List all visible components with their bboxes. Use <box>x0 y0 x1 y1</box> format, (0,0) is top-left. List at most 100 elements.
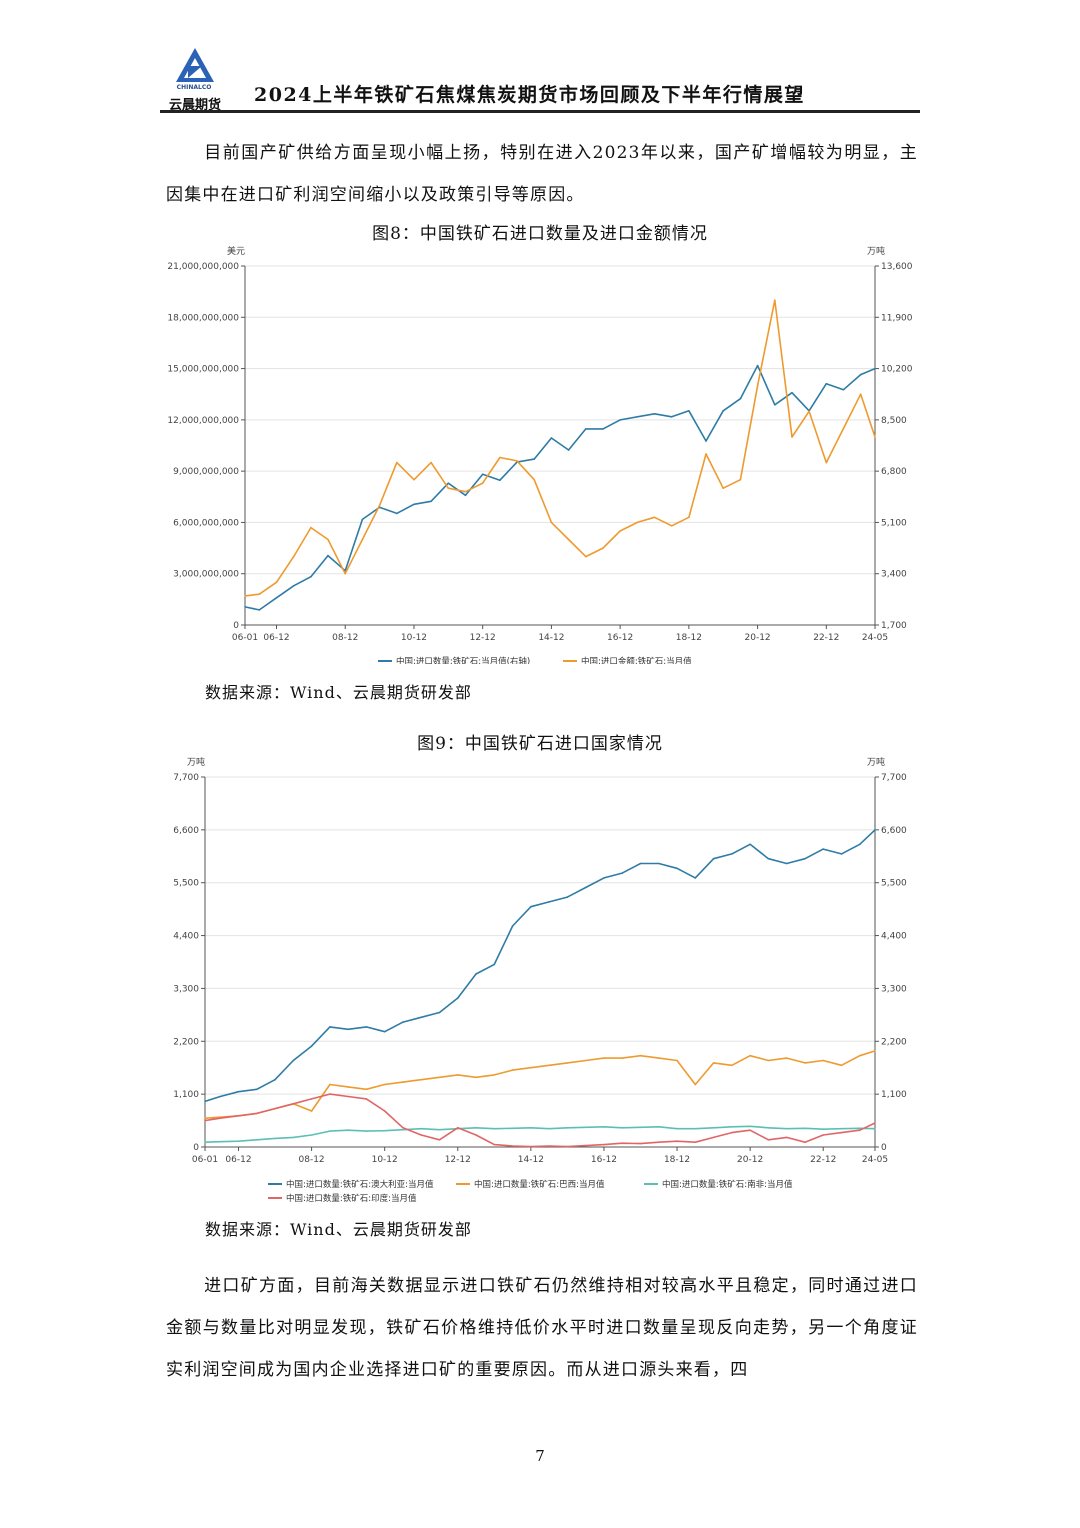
data-point <box>255 1112 258 1115</box>
data-point <box>584 886 587 889</box>
paragraph-2-text: 进口矿方面，目前海关数据显示进口铁矿石仍然维持相对较高水平且稳定，同时通过进口金… <box>166 1276 918 1380</box>
data-point <box>347 1028 349 1031</box>
data-point <box>712 1127 715 1129</box>
data-point <box>420 1127 423 1130</box>
data-point <box>774 299 776 301</box>
x-tick-label: 18-12 <box>664 1155 690 1165</box>
y-left-tick-label: 15,000,000,000 <box>167 365 239 375</box>
y-left-tick-label: 4,400 <box>173 932 199 942</box>
legend-label: 中国:进口数量:铁矿石:当月值(右轴) <box>396 656 530 664</box>
data-point <box>705 440 707 442</box>
data-point <box>383 1083 386 1086</box>
data-point <box>475 1127 477 1129</box>
data-point <box>653 516 656 519</box>
figure-8-source: 数据来源：Wind、云晨期货研发部 <box>205 683 472 702</box>
series-line-4 <box>204 1093 876 1148</box>
y-right-tick-label: 13,600 <box>881 262 913 272</box>
legend-label: 中国:进口数量:铁矿石:印度:当月值 <box>286 1193 417 1204</box>
data-point <box>585 428 587 430</box>
figure-9-source: 数据来源：Wind、云晨期货研发部 <box>205 1220 472 1239</box>
data-point <box>402 1081 404 1083</box>
x-tick-label: 18-12 <box>676 633 702 643</box>
x-tick-label: 06-01 <box>192 1155 218 1165</box>
data-point <box>619 419 621 421</box>
data-point <box>722 487 724 489</box>
data-point <box>804 1141 806 1143</box>
data-point <box>329 1093 331 1095</box>
paragraph-domestic-supply: 目前国产矿供给方面呈现小幅上扬，特别在进入2023年以来，国产矿增幅较为明显，主… <box>166 132 918 216</box>
data-point <box>874 436 876 438</box>
data-point <box>481 473 484 475</box>
document-title: 2024上半年铁矿石焦煤焦炭期货市场回顾及下半年行情展望 <box>254 84 805 106</box>
data-point <box>244 606 246 608</box>
data-point <box>767 857 770 860</box>
data-point <box>204 1117 206 1119</box>
data-point <box>791 391 793 394</box>
data-point <box>584 1144 587 1147</box>
data-point <box>676 1127 678 1130</box>
data-point <box>219 1117 221 1119</box>
data-point <box>420 1134 423 1136</box>
x-tick-label: 06-01 <box>232 633 258 643</box>
data-point <box>204 1141 206 1143</box>
data-point <box>658 862 660 865</box>
data-point <box>658 1141 660 1143</box>
series-line-3 <box>204 1125 876 1143</box>
data-point <box>567 538 570 541</box>
y-right-tick-label: 7,700 <box>881 773 907 783</box>
data-point <box>475 1076 477 1079</box>
data-point <box>603 1143 605 1146</box>
data-point <box>447 482 450 484</box>
x-tick-label: 14-12 <box>538 633 564 643</box>
data-point <box>516 460 518 462</box>
page-header: CHINALCO 云晨期货 2024上半年铁矿石焦煤焦炭期货市场回顾及下半年行情… <box>160 40 920 113</box>
data-point <box>396 512 398 515</box>
y-left-tick-label: 9,000,000,000 <box>173 467 239 477</box>
x-tick-label: 10-12 <box>401 633 427 643</box>
y-right-tick-label: 10,200 <box>881 365 913 375</box>
data-point <box>499 456 501 459</box>
data-point <box>383 1030 386 1033</box>
x-tick-label: 20-12 <box>737 1155 763 1165</box>
data-point <box>464 494 467 497</box>
data-point <box>219 1095 221 1098</box>
data-point <box>530 905 532 908</box>
data-point <box>464 490 467 493</box>
data-point <box>566 1127 569 1129</box>
data-point <box>767 1139 770 1141</box>
data-point <box>694 877 697 879</box>
data-point <box>255 1139 258 1141</box>
data-point <box>530 1066 532 1069</box>
logo-text-cn: 云晨期货 <box>168 98 221 113</box>
data-point <box>688 516 690 519</box>
data-point <box>413 478 415 481</box>
data-point <box>310 1098 313 1100</box>
y-left-unit: 万吨 <box>187 756 205 768</box>
data-point <box>344 572 347 575</box>
data-point <box>310 1045 313 1047</box>
data-point <box>822 1059 824 1062</box>
data-point <box>859 1054 861 1057</box>
data-point <box>731 853 733 855</box>
x-tick-label: 08-12 <box>299 1155 325 1165</box>
y-left-tick-label: 18,000,000,000 <box>167 313 239 323</box>
data-point <box>550 437 553 439</box>
y-right-tick-label: 1,100 <box>881 1090 907 1100</box>
data-point <box>676 1140 678 1142</box>
data-point <box>493 963 496 966</box>
figure-8-caption: 图8：中国铁矿石进口数量及进口金额情况 <box>372 224 708 244</box>
data-point <box>822 1134 824 1136</box>
data-point <box>204 1119 206 1122</box>
data-point <box>739 397 742 400</box>
data-point <box>694 1141 697 1143</box>
x-tick-label: 24-05 <box>862 1155 888 1165</box>
data-point <box>275 581 278 584</box>
data-point <box>219 1140 221 1143</box>
data-point <box>438 1139 441 1141</box>
data-point <box>756 364 759 367</box>
data-point <box>621 1127 623 1129</box>
data-point <box>566 896 569 898</box>
data-point <box>274 1107 276 1110</box>
paragraph-1-text: 目前国产矿供给方面呈现小幅上扬，特别在进入2023年以来，国产矿增幅较为明显，主… <box>166 143 918 205</box>
data-point <box>204 1100 206 1103</box>
